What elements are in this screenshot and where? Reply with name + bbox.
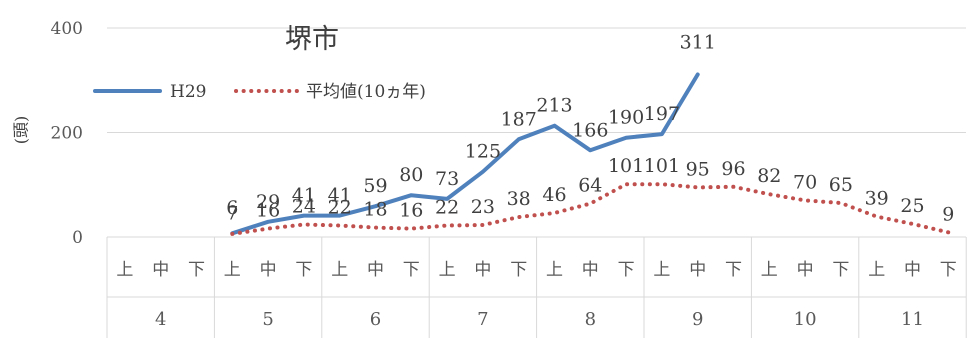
x-sub-label: 下 bbox=[295, 260, 312, 280]
data-label-average: 101 bbox=[644, 155, 680, 177]
x-month-label-6: 6 bbox=[370, 309, 381, 330]
legend: H29 平均値(10ヵ年) bbox=[93, 82, 426, 102]
x-sub-label: 下 bbox=[725, 260, 742, 280]
x-month-label-8: 8 bbox=[585, 309, 596, 330]
data-label-h29: 59 bbox=[363, 175, 387, 197]
x-sub-label: 上 bbox=[546, 260, 563, 280]
data-label-average: 96 bbox=[721, 158, 745, 180]
data-label-average: 16 bbox=[399, 200, 423, 222]
data-label-h29: 187 bbox=[501, 108, 537, 130]
series-line-h29 bbox=[230, 72, 700, 236]
data-label-average: 70 bbox=[793, 171, 817, 193]
data-label-h29: 197 bbox=[644, 103, 680, 125]
legend-label-average: 平均値(10ヵ年) bbox=[306, 82, 426, 102]
x-sub-label: 中 bbox=[797, 260, 814, 280]
y-axis-ticks: 0 200 400 bbox=[51, 19, 83, 248]
data-label-average: 16 bbox=[256, 200, 280, 222]
x-sub-label: 上 bbox=[761, 260, 778, 280]
data-label-h29: 41 bbox=[292, 185, 316, 207]
x-month-label-9: 9 bbox=[692, 309, 703, 330]
data-label-h29: 166 bbox=[572, 119, 608, 141]
x-sub-label: 上 bbox=[439, 260, 456, 280]
x-sub-label: 中 bbox=[367, 260, 384, 280]
data-label-average: 22 bbox=[328, 197, 352, 219]
x-sub-label: 中 bbox=[689, 260, 706, 280]
data-label-average: 24 bbox=[292, 195, 316, 217]
x-sub-label: 下 bbox=[940, 260, 957, 280]
x-sub-label: 下 bbox=[618, 260, 635, 280]
y-tick-label-200: 200 bbox=[51, 124, 83, 144]
x-sub-label: 中 bbox=[582, 260, 599, 280]
x-sub-label: 上 bbox=[653, 260, 670, 280]
x-sub-label: 中 bbox=[474, 260, 491, 280]
x-sub-label: 下 bbox=[510, 260, 527, 280]
data-label-average: 6 bbox=[226, 197, 238, 219]
data-label-average: 9 bbox=[942, 203, 954, 225]
data-label-average: 39 bbox=[865, 188, 889, 210]
legend-label-h29: H29 bbox=[170, 82, 206, 102]
x-month-label-11: 11 bbox=[901, 309, 924, 330]
data-label-h29: 311 bbox=[680, 32, 716, 54]
x-sub-label: 上 bbox=[868, 260, 885, 280]
x-sub-label: 下 bbox=[832, 260, 849, 280]
data-label-h29: 29 bbox=[256, 191, 280, 213]
data-label-h29: 80 bbox=[399, 164, 423, 186]
data-label-average: 22 bbox=[435, 197, 459, 219]
x-month-label-5: 5 bbox=[262, 309, 273, 330]
data-label-h29: 73 bbox=[435, 168, 459, 190]
data-label-average: 95 bbox=[686, 158, 710, 180]
data-label-h29: 7 bbox=[226, 202, 238, 224]
x-month-label-10: 10 bbox=[794, 309, 817, 330]
x-sub-label: 中 bbox=[260, 260, 277, 280]
x-sub-label: 中 bbox=[152, 260, 169, 280]
x-month-label-4: 4 bbox=[155, 309, 166, 330]
data-label-average: 46 bbox=[542, 184, 566, 206]
x-sub-label: 中 bbox=[904, 260, 921, 280]
data-label-average: 18 bbox=[363, 199, 387, 221]
x-month-label-7: 7 bbox=[477, 309, 488, 330]
data-label-h29: 190 bbox=[608, 107, 644, 129]
x-sub-label: 上 bbox=[116, 260, 133, 280]
y-tick-label-0: 0 bbox=[72, 228, 83, 248]
data-label-average: 38 bbox=[507, 188, 531, 210]
y-tick-label-400: 400 bbox=[51, 19, 83, 39]
data-label-average: 82 bbox=[757, 165, 781, 187]
y-axis-label: (頭) bbox=[12, 116, 31, 145]
data-label-h29: 213 bbox=[536, 95, 572, 117]
data-label-average: 23 bbox=[471, 196, 495, 218]
data-label-average: 65 bbox=[829, 174, 853, 196]
x-sub-label: 下 bbox=[403, 260, 420, 280]
data-label-h29: 41 bbox=[328, 185, 352, 207]
data-label-h29: 125 bbox=[465, 141, 501, 163]
x-axis: 上中下上中下上中下上中下上中下上中下上中下上中下4 5 6 7 8 9 10 11 bbox=[106, 237, 967, 338]
data-label-average: 64 bbox=[578, 175, 602, 197]
series-line-average bbox=[230, 182, 951, 236]
chart-title: 堺市 bbox=[285, 24, 339, 55]
x-sub-label: 上 bbox=[224, 260, 241, 280]
data-label-average: 25 bbox=[900, 195, 924, 217]
x-sub-label: 上 bbox=[331, 260, 348, 280]
data-label-average: 101 bbox=[608, 155, 644, 177]
x-sub-label: 下 bbox=[188, 260, 205, 280]
series-lines bbox=[230, 72, 951, 236]
